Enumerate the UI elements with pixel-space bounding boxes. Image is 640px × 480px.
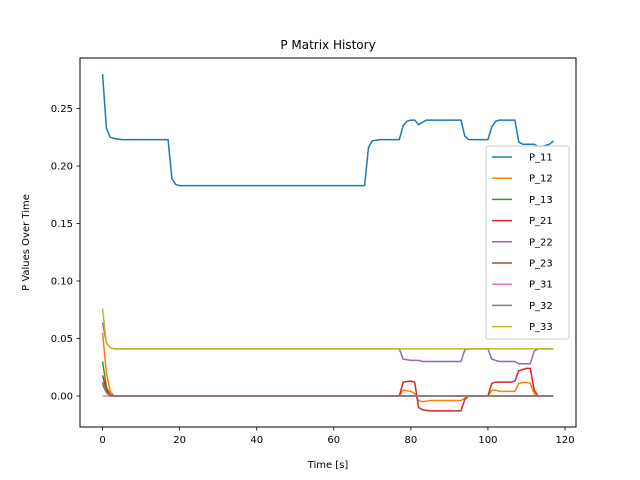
x-tick-label: 40 — [250, 435, 263, 446]
legend: P_11 P_12 P_13 P_21 P_22 P_23 P_31 P_32 P_33 — [485, 145, 570, 340]
x-tick-label: 100 — [478, 435, 497, 446]
y-tick-label: 0.15 — [51, 219, 73, 230]
x-axis: 0 20 40 60 80 100 120 — [99, 427, 575, 446]
series-line-p32 — [101, 381, 554, 397]
y-axis-title: P Values Over Time — [21, 194, 32, 291]
y-axis: 0.00 0.05 0.10 0.15 0.20 0.25 — [51, 104, 80, 402]
x-tick-label: 0 — [99, 435, 105, 446]
y-tick-label: 0.10 — [51, 277, 73, 288]
legend-label: P_13 — [529, 195, 553, 206]
legend-label: P_33 — [529, 322, 553, 333]
x-tick-label: 80 — [404, 435, 417, 446]
y-tick-label: 0.00 — [51, 391, 73, 402]
legend-label: P_11 — [529, 153, 553, 164]
legend-label: P_21 — [529, 216, 553, 227]
legend-label: P_12 — [529, 174, 553, 185]
y-tick-label: 0.05 — [51, 334, 73, 345]
plot-area — [101, 74, 554, 412]
y-tick-label: 0.25 — [51, 104, 73, 115]
legend-label: P_23 — [529, 259, 553, 270]
axes-frame — [79, 57, 577, 428]
series-line-p33 — [101, 308, 554, 350]
legend-label: P_31 — [529, 280, 553, 291]
y-tick-label: 0.20 — [51, 162, 73, 173]
chart-title: P Matrix History — [280, 38, 375, 52]
x-tick-label: 60 — [327, 435, 340, 446]
x-tick-label: 120 — [555, 435, 574, 446]
legend-label: P_32 — [529, 301, 553, 312]
series-line-p11 — [101, 74, 554, 187]
x-axis-title: Time [s] — [307, 460, 349, 471]
legend-label: P_22 — [529, 237, 553, 248]
legend-box — [485, 145, 570, 340]
x-tick-label: 20 — [173, 435, 186, 446]
